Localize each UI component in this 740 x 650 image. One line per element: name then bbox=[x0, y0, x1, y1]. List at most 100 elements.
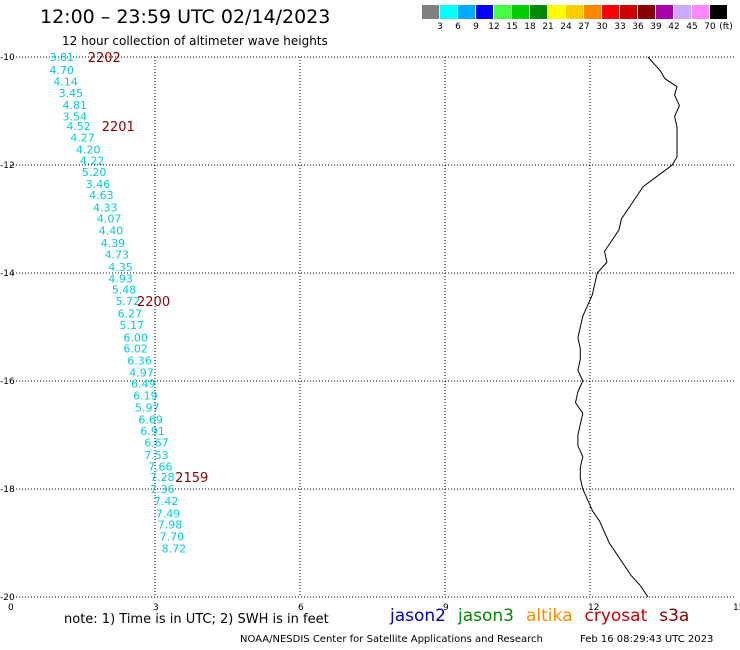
wave-height-value: 6.00 bbox=[123, 331, 148, 344]
page-title: 12:00 – 23:59 UTC 02/14/2023 bbox=[40, 6, 331, 28]
legend-label: 12 bbox=[488, 22, 500, 32]
wave-height-value: 5.72 bbox=[116, 295, 141, 308]
wave-height-value: 4.52 bbox=[66, 120, 91, 133]
satellite-name: jason2 bbox=[390, 606, 446, 626]
legend-swatch bbox=[692, 5, 709, 19]
wave-height-value: 7.42 bbox=[154, 495, 179, 508]
legend-swatch bbox=[458, 5, 475, 19]
wave-height-value: 7.66 bbox=[148, 460, 173, 473]
altimeter-track: 3.814.704.143.454.813.544.524.274.204.22… bbox=[49, 51, 186, 555]
lat-tick-label: -12 bbox=[0, 161, 15, 171]
legend-label: 3 bbox=[437, 22, 443, 32]
legend-label: 33 bbox=[614, 22, 626, 32]
wave-height-value: 6.27 bbox=[118, 308, 143, 321]
satellite-name: altika bbox=[526, 606, 573, 626]
legend-swatch bbox=[602, 5, 619, 19]
legend-label: 21 bbox=[542, 22, 554, 32]
wave-height-value: 4.22 bbox=[80, 155, 105, 168]
legend-swatch bbox=[566, 5, 583, 19]
footer-note: note: 1) Time is in UTC; 2) SWH is in fe… bbox=[64, 612, 329, 627]
wave-height-value: 6.69 bbox=[138, 413, 163, 426]
legend-swatch bbox=[584, 5, 601, 19]
legend-swatch bbox=[422, 5, 439, 19]
time-label: 2202 bbox=[88, 51, 121, 66]
map-grid bbox=[10, 56, 735, 598]
wave-height-value: 4.40 bbox=[99, 224, 124, 237]
coastline bbox=[574, 56, 680, 598]
wave-height-value: 4.14 bbox=[53, 75, 78, 88]
satellite-name: jason3 bbox=[458, 606, 514, 626]
axis-ticks: 0 3 6 9 12 15 -10 -12 -14 -16 -18 -20 bbox=[0, 53, 740, 613]
legend-label: 9 bbox=[473, 22, 479, 32]
wave-height-value: 8.72 bbox=[162, 542, 187, 555]
wave-height-value: 3.45 bbox=[59, 87, 84, 100]
legend-label: 42 bbox=[668, 22, 680, 32]
satellite-key: jason2 jason3 altika cryosat s3a bbox=[390, 606, 701, 626]
wave-height-value: 4.93 bbox=[108, 272, 133, 285]
lon-tick-label: 12 bbox=[588, 603, 599, 613]
wave-height-value: 3.81 bbox=[49, 51, 74, 64]
legend-label: 70 bbox=[704, 22, 716, 32]
wave-height-value: 5.97 bbox=[135, 401, 160, 414]
legend-unit: (ft) bbox=[719, 22, 733, 32]
wave-height-value: 6.02 bbox=[123, 343, 148, 356]
wave-height-value: 6.49 bbox=[131, 378, 156, 391]
lat-tick-label: -20 bbox=[0, 593, 15, 603]
legend-swatch bbox=[656, 5, 673, 19]
legend-swatch bbox=[638, 5, 655, 19]
time-labels: 2202 2201 2200 2159 bbox=[88, 51, 209, 486]
legend-swatch bbox=[548, 5, 565, 19]
lon-tick-label: 0 bbox=[8, 603, 14, 613]
wave-height-value: 5.48 bbox=[112, 284, 137, 297]
wave-height-value: 6.36 bbox=[127, 354, 152, 367]
legend-swatch bbox=[440, 5, 457, 19]
legend-label: 15 bbox=[506, 22, 518, 32]
lat-tick-label: -10 bbox=[0, 53, 15, 63]
wave-height-value: 4.33 bbox=[93, 202, 118, 215]
legend-label: 27 bbox=[578, 22, 590, 32]
wave-height-value: 7.53 bbox=[144, 449, 169, 462]
time-label: 2201 bbox=[102, 120, 135, 135]
wave-height-value: 3.46 bbox=[86, 178, 111, 191]
generated-timestamp: Feb 16 08:29:43 UTC 2023 bbox=[580, 634, 714, 645]
legend-label: 6 bbox=[455, 22, 461, 32]
lon-tick-label: 6 bbox=[298, 603, 304, 613]
legend-label: 39 bbox=[650, 22, 662, 32]
lat-tick-label: -18 bbox=[0, 485, 15, 495]
wave-height-value: 6.19 bbox=[133, 390, 158, 403]
lat-tick-label: -14 bbox=[0, 269, 15, 279]
legend-label: 30 bbox=[596, 22, 608, 32]
wave-height-value: 6.67 bbox=[144, 437, 169, 450]
time-label: 2200 bbox=[137, 295, 170, 310]
legend-swatch bbox=[476, 5, 493, 19]
page-subtitle: 12 hour collection of altimeter wave hei… bbox=[62, 34, 328, 48]
wave-height-value: 4.81 bbox=[63, 99, 88, 112]
legend-swatch bbox=[512, 5, 529, 19]
coastline-path bbox=[574, 56, 680, 598]
wave-height-value: 7.28 bbox=[150, 471, 175, 484]
legend-swatch bbox=[494, 5, 511, 19]
lat-tick-label: -16 bbox=[0, 377, 15, 387]
wave-height-value: 4.27 bbox=[70, 131, 95, 144]
wave-height-value: 5.20 bbox=[82, 166, 107, 179]
lon-tick-label: 3 bbox=[153, 603, 159, 613]
credit-line: NOAA/NESDIS Center for Satellite Applica… bbox=[240, 634, 543, 645]
wave-height-value: 5.17 bbox=[120, 319, 145, 332]
legend-swatch bbox=[530, 5, 547, 19]
legend-label: 36 bbox=[632, 22, 644, 32]
wave-height-value: 4.73 bbox=[105, 249, 130, 262]
wave-height-value: 6.91 bbox=[140, 425, 165, 438]
time-label: 2159 bbox=[175, 471, 208, 486]
satellite-name: cryosat bbox=[584, 606, 648, 626]
wave-height-value: 4.97 bbox=[129, 366, 154, 379]
satellite-name: s3a bbox=[659, 606, 690, 626]
wave-height-value: 4.39 bbox=[101, 237, 126, 250]
wave-height-value: 4.70 bbox=[49, 64, 74, 77]
wave-height-value: 7.98 bbox=[158, 519, 183, 532]
legend-label: 24 bbox=[560, 22, 572, 32]
wave-height-value: 4.63 bbox=[89, 189, 114, 202]
wave-height-value: 3.54 bbox=[63, 110, 88, 123]
wave-height-value: 4.20 bbox=[76, 143, 101, 156]
legend-swatch bbox=[710, 5, 727, 19]
